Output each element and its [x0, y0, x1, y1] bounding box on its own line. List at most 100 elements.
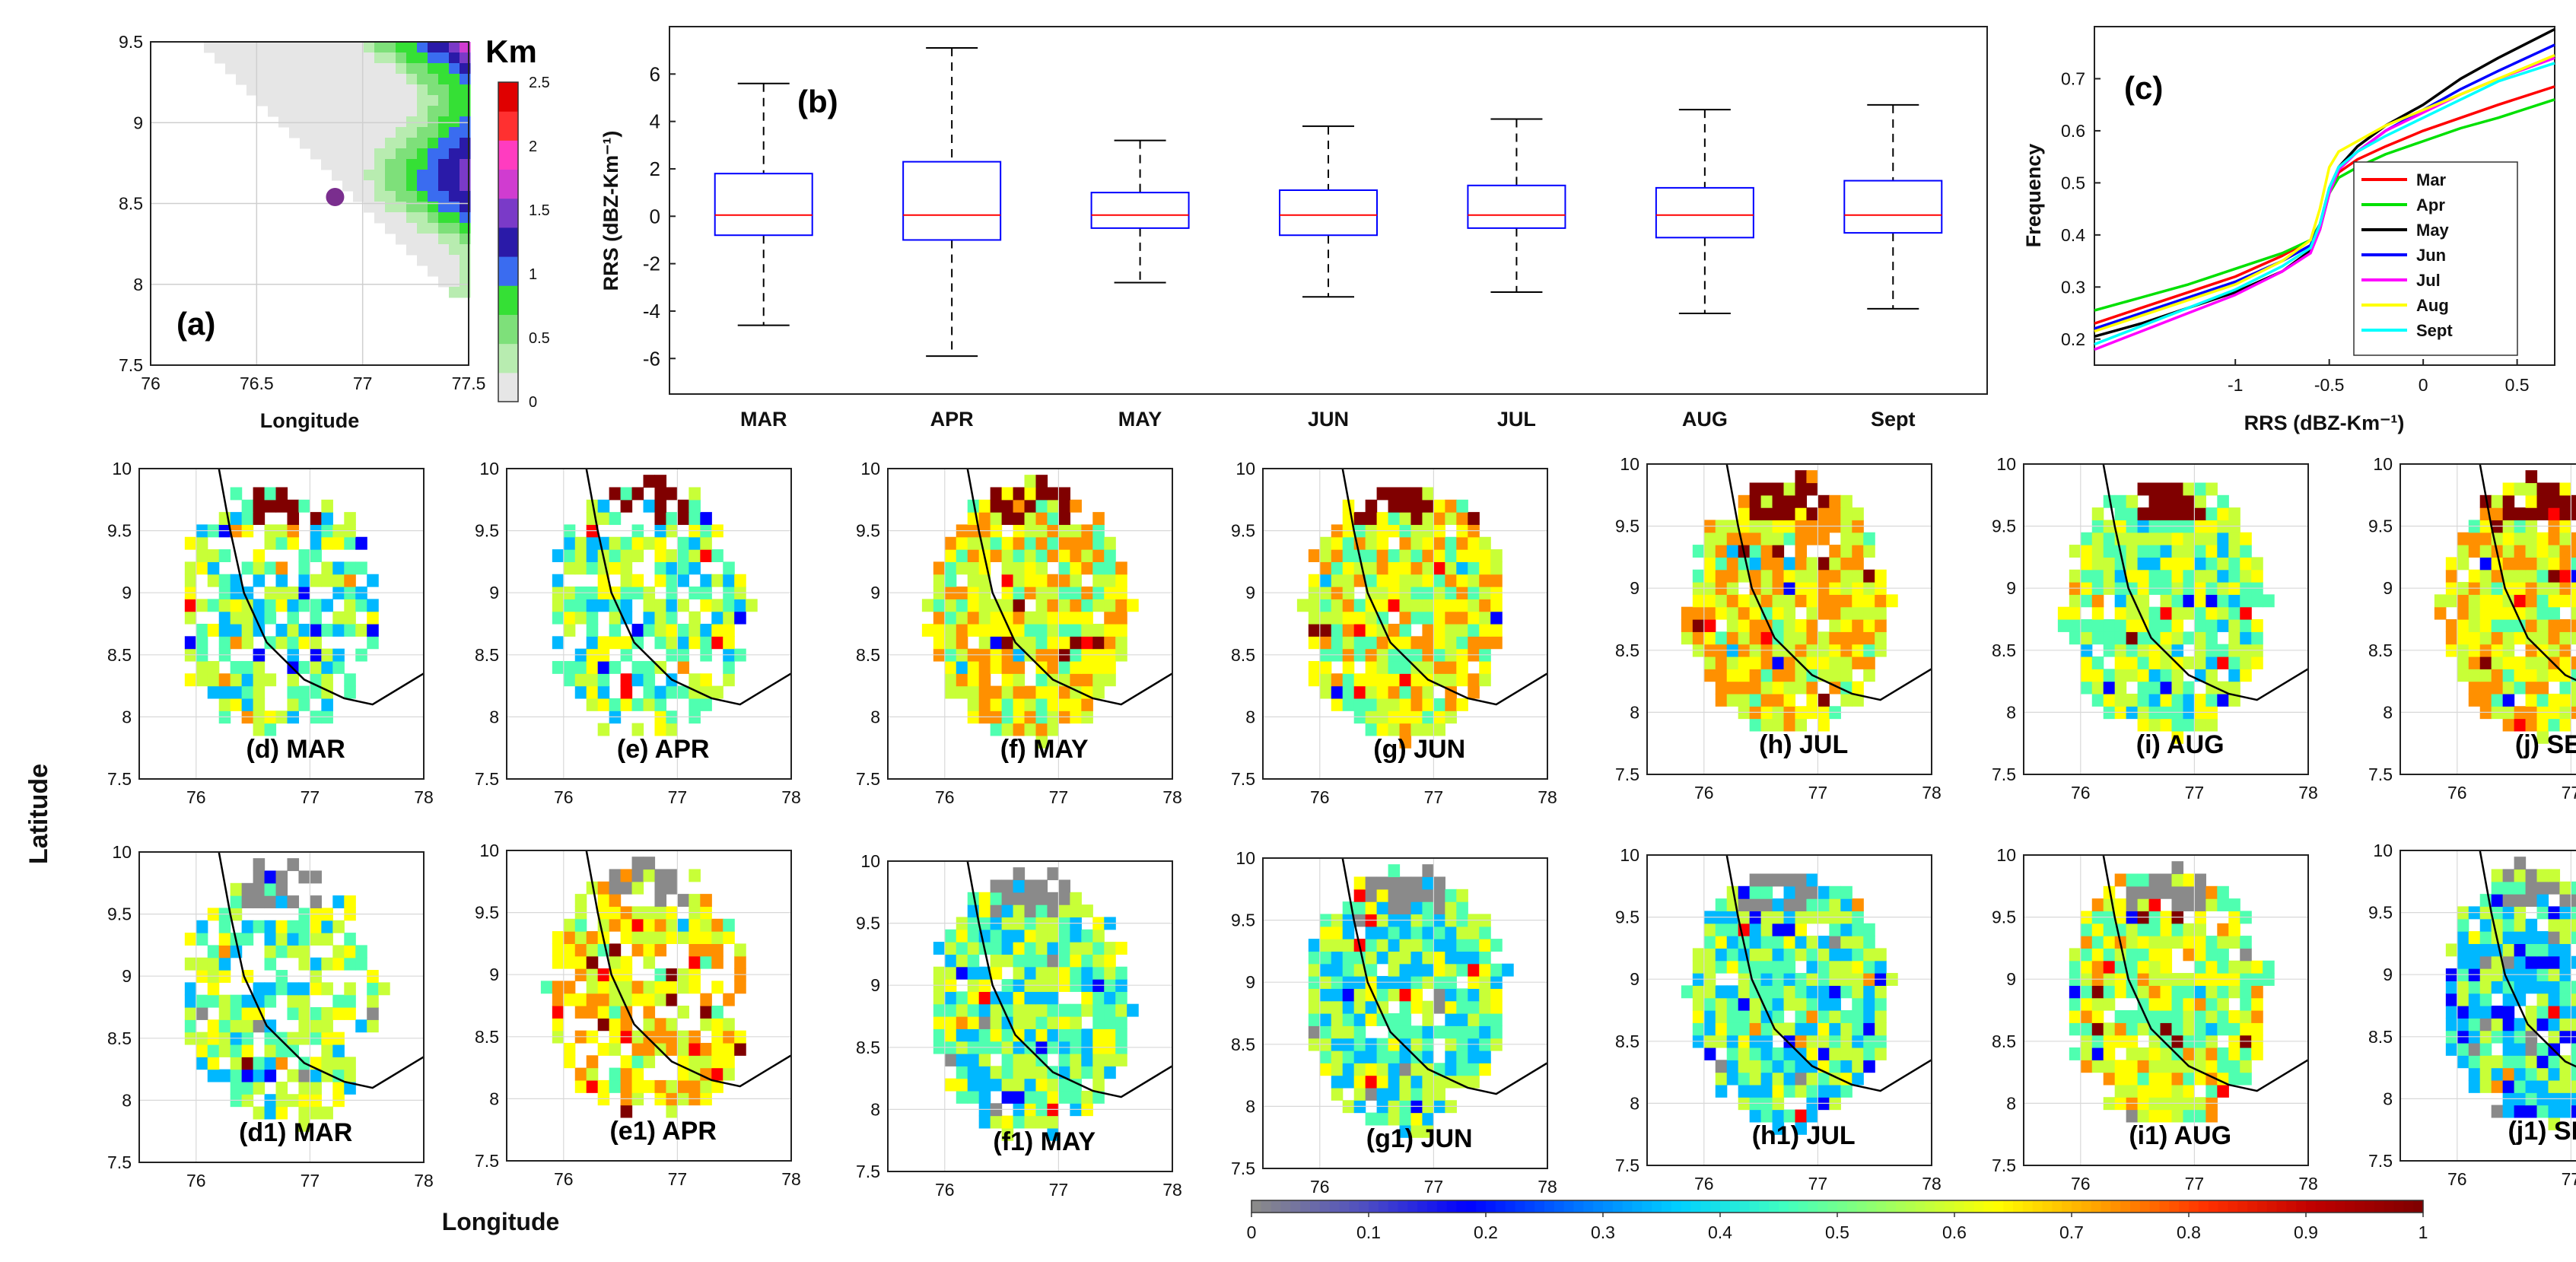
map-cell	[1399, 1112, 1412, 1126]
map-cell	[367, 982, 379, 996]
map-cell	[2514, 669, 2527, 682]
x-tick-label: 76	[2071, 1174, 2091, 1194]
map-frame	[1646, 463, 1932, 775]
colorbar-segment	[1798, 1200, 1809, 1213]
map-cell	[2148, 948, 2161, 962]
elevation-cell	[374, 180, 386, 192]
map-cell	[1479, 1050, 1491, 1063]
map-cell	[2502, 1067, 2515, 1081]
panel-c-ticks: -1 -0.5 0 0.50.20.30.40.50.60.7	[2061, 68, 2530, 395]
elevation-cell	[438, 234, 450, 245]
map-cell	[1738, 606, 1751, 620]
map-cell	[1840, 669, 1852, 682]
map-cell	[1410, 698, 1423, 711]
map-cell	[2171, 923, 2184, 936]
map-cell	[1479, 636, 1491, 650]
map-cell	[1104, 673, 1116, 687]
map-cell	[2536, 631, 2549, 645]
map-cell	[218, 957, 231, 971]
map-cell	[2148, 693, 2161, 707]
map-cell	[933, 574, 946, 587]
map-cell	[1001, 1078, 1014, 1092]
map-cell	[2479, 1006, 2492, 1019]
map-cell	[310, 636, 322, 650]
y-tick-label: 8	[2383, 1089, 2393, 1108]
elevation-cell	[406, 191, 418, 202]
map-cell	[1806, 606, 1818, 620]
map-cell	[2206, 693, 2218, 707]
map-cell	[196, 994, 208, 1008]
map-cell	[207, 957, 220, 971]
map-cell	[1035, 536, 1048, 550]
map-cell	[1058, 636, 1070, 650]
map-cell	[1783, 693, 1796, 707]
map-cell	[631, 993, 644, 1006]
map-cell	[298, 1069, 310, 1082]
map-cell	[1070, 549, 1082, 562]
map-cell	[689, 549, 701, 562]
map-cell	[1388, 1087, 1401, 1101]
map-cell	[2502, 1042, 2515, 1056]
map-cell	[1456, 599, 1468, 612]
map-cell	[1410, 549, 1423, 562]
map-cell	[1749, 557, 1762, 571]
x-tick-label: 76	[141, 374, 161, 393]
map-cell	[1863, 1010, 1875, 1023]
map-cell	[2206, 1047, 2218, 1060]
x-tick-label: 78	[414, 787, 434, 807]
map-cell	[1104, 1053, 1116, 1067]
map-cell	[1795, 569, 1808, 583]
y-tick-label: 0.2	[2061, 329, 2085, 349]
map-cell	[1013, 624, 1026, 637]
colorbar-frame	[498, 81, 519, 402]
map-panel: 76 77 787.588.599.510(i1) AUG	[1992, 845, 2318, 1194]
map-cell	[1818, 594, 1830, 608]
map-cell	[1001, 991, 1014, 1005]
map-cell	[310, 624, 322, 637]
map-cell	[956, 1053, 968, 1067]
map-cell	[1331, 963, 1344, 977]
map-cell	[2536, 993, 2549, 1006]
map-cell	[1081, 673, 1093, 687]
map-cell	[700, 1067, 712, 1081]
colorbar-segment	[1818, 1200, 1828, 1213]
map-cell	[1376, 487, 1389, 501]
y-tick-label: 10	[2373, 841, 2393, 860]
y-tick-label: 9.5	[475, 521, 499, 541]
map-cell	[275, 624, 288, 637]
map-cell	[1875, 619, 1887, 632]
map-cell	[321, 512, 333, 526]
map-cell	[563, 536, 576, 550]
elevation-cell	[460, 95, 471, 106]
map-cell	[2217, 985, 2229, 999]
map-cell	[1692, 1010, 1705, 1023]
elevation-cell	[353, 95, 364, 106]
colorbar-segment	[1788, 1200, 1799, 1213]
map-cell	[298, 982, 310, 996]
category-label: JUN	[1308, 408, 1349, 431]
map-cell	[1104, 611, 1116, 625]
map-cell	[1772, 494, 1785, 508]
map-cell	[218, 1044, 231, 1057]
map-cell	[2160, 606, 2173, 620]
map-cell	[287, 624, 300, 637]
map-cell	[1410, 963, 1423, 977]
map-cell	[1013, 942, 1026, 955]
map-cell	[1013, 1003, 1026, 1017]
map-cell	[723, 624, 735, 637]
x-tick-label: 78	[1538, 787, 1557, 807]
map-cell	[723, 993, 735, 1006]
map-cell	[1760, 669, 1773, 682]
map-cell	[2525, 869, 2538, 882]
map-cell	[654, 624, 667, 637]
elevation-cell	[278, 116, 290, 128]
map-cell	[2457, 955, 2469, 969]
map-cell	[1047, 1090, 1059, 1104]
map-cell	[967, 1028, 980, 1042]
map-cell	[321, 957, 333, 971]
map-cell	[1422, 1112, 1434, 1126]
map-cell	[1490, 599, 1503, 612]
map-cell	[1388, 499, 1401, 513]
elevation-cell	[236, 42, 247, 53]
map-cell	[2194, 594, 2206, 608]
